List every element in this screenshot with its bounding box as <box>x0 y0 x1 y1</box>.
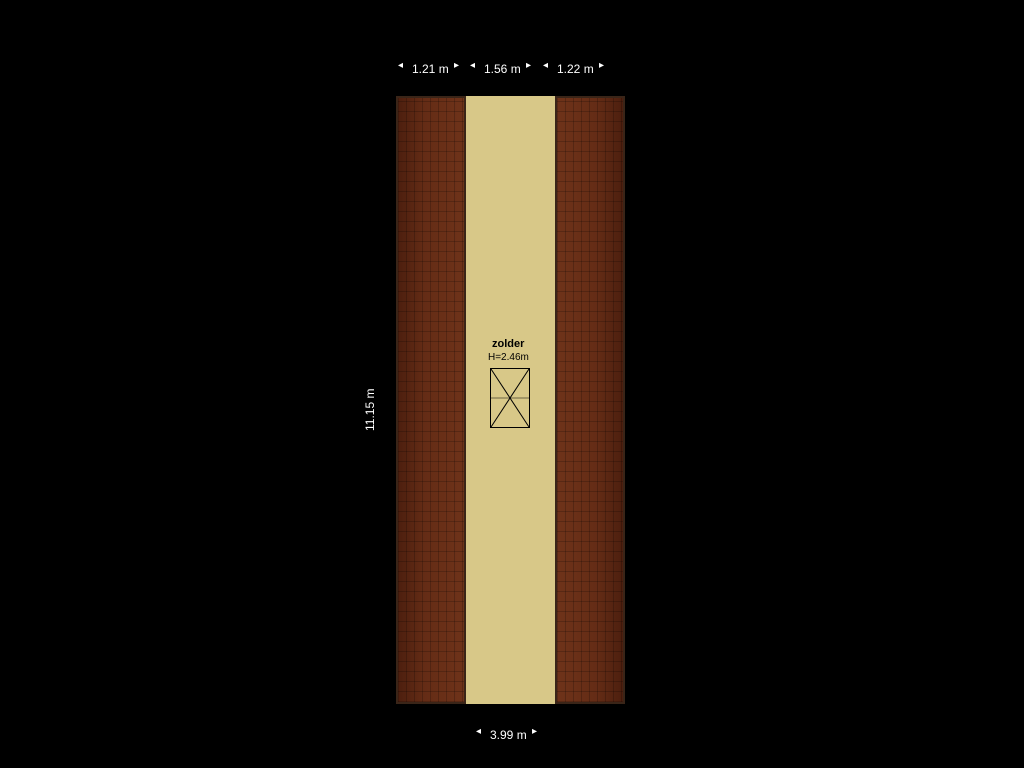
dim-top-3: 1.22 m <box>557 62 594 76</box>
dim-tick: ◂ <box>398 60 403 71</box>
roof-panel-left <box>396 96 466 704</box>
dim-tick: ▸ <box>526 60 531 71</box>
dim-top-2: 1.56 m <box>484 62 521 76</box>
room-name: zolder <box>492 338 524 350</box>
dim-tick: ◂ <box>470 60 475 71</box>
dim-tick: ▸ <box>599 60 604 71</box>
dim-tick: ◂ <box>543 60 548 71</box>
roof-panel-right <box>555 96 625 704</box>
room-height: H=2.46m <box>488 352 529 363</box>
dim-top-1: 1.21 m <box>412 62 449 76</box>
dim-tick: ◂ <box>476 726 481 737</box>
hatch-opening <box>490 368 530 428</box>
dim-tick: ▸ <box>454 60 459 71</box>
dim-bottom: 3.99 m <box>490 728 527 742</box>
dim-left: 11.15 m <box>363 371 377 431</box>
dim-tick: ▸ <box>532 726 537 737</box>
